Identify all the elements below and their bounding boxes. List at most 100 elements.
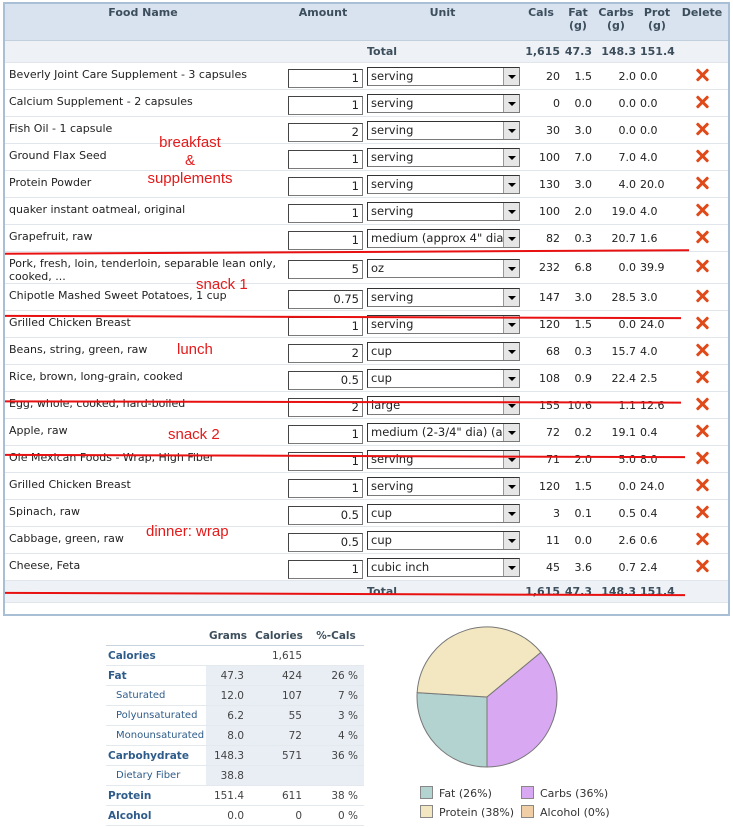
dropdown-arrow-icon [503,176,519,193]
unit-select[interactable]: serving [367,315,520,334]
delete-x-icon[interactable] [695,478,709,492]
amount-input[interactable]: 1 [288,424,363,444]
unit-select[interactable]: cup [367,342,520,361]
delete-x-icon[interactable] [695,316,709,330]
amount-input[interactable]: 1 [288,230,363,250]
delete-x-icon[interactable] [695,176,709,190]
delete-x-icon[interactable] [695,559,709,573]
amount-input[interactable]: 2 [288,343,363,363]
delete-x-icon[interactable] [695,451,709,465]
food-row: Grapefruit, raw 1 medium (approx 4" dia 82 0… [5,224,728,252]
unit-select[interactable]: large [367,396,520,415]
nutrient-calories: 424 [250,665,308,686]
unit-select[interactable]: serving [367,67,520,86]
row-fat: 2.0 [562,197,594,225]
unit-select[interactable]: medium (approx 4" dia [367,229,520,248]
amount-input[interactable]: 0.5 [288,505,363,525]
amount-input[interactable]: 2 [288,122,363,142]
annotation-supplements: supplements [147,170,233,187]
food-name-link[interactable]: Fish Oil - 1 capsule [5,116,281,144]
amount-input[interactable]: 5 [288,260,363,279]
delete-x-icon[interactable] [695,289,709,303]
unit-select[interactable]: medium (2-3/4" dia) (a [367,423,520,442]
row-fat: 3.6 [562,553,594,581]
row-fat: 1.5 [562,472,594,500]
unit-select[interactable]: serving [367,121,520,140]
delete-x-icon[interactable] [695,95,709,109]
unit-select[interactable]: cup [367,504,520,523]
food-name-link[interactable]: Grapefruit, raw [5,224,281,252]
amount-input[interactable]: 0.5 [288,532,363,552]
amount-input[interactable]: 1 [288,559,363,579]
delete-x-icon[interactable] [695,203,709,217]
unit-select[interactable]: serving [367,94,520,113]
row-cals: 147 [520,283,562,311]
delete-x-icon[interactable] [695,343,709,357]
amount-input[interactable]: 1 [288,203,363,223]
unit-select-value: serving [371,452,414,466]
delete-x-icon[interactable] [695,397,709,411]
amount-input[interactable]: 1 [288,176,363,196]
row-cals: 155 [520,391,562,419]
food-name-link[interactable]: Spinach, raw [5,499,281,527]
col-carbs: Carbs (g) [594,4,638,41]
food-name-link[interactable]: Apple, raw [5,418,281,446]
row-cals: 100 [520,143,562,171]
food-name-link[interactable]: Pork, fresh, loin, tenderloin, separable… [5,251,281,284]
delete-x-icon[interactable] [695,68,709,82]
food-name-link[interactable]: Cheese, Feta [5,553,281,581]
food-name-link[interactable]: Protein Powder [5,170,281,198]
amount-input[interactable]: 1 [288,149,363,169]
delete-x-icon[interactable] [695,259,709,273]
food-name-link[interactable]: Calcium Supplement - 2 capsules [5,89,281,117]
col-amount: Amount [281,4,365,41]
unit-select[interactable]: serving [367,288,520,307]
delete-x-icon[interactable] [695,230,709,244]
amount-input[interactable]: 1 [288,478,363,498]
delete-x-icon[interactable] [695,149,709,163]
dropdown-arrow-icon [503,397,519,414]
food-name-link[interactable]: Chipotle Mashed Sweet Potatoes, 1 cup [5,283,281,311]
food-name-link[interactable]: Ole Mexican Foods - Wrap, High Fiber [5,445,281,473]
row-prot: 24.0 [638,310,676,338]
amount-input[interactable]: 1 [288,95,363,115]
delete-x-icon[interactable] [695,505,709,519]
food-name-link[interactable]: Rice, brown, long-grain, cooked [5,364,281,392]
unit-select[interactable]: cubic inch [367,558,520,577]
food-name-link[interactable]: Cabbage, green, raw [5,526,281,554]
unit-select-value: serving [371,317,414,331]
nutrient-grams: 47.3 [206,665,250,686]
unit-select[interactable]: cup [367,369,520,388]
delete-x-icon[interactable] [695,532,709,546]
food-name-link[interactable]: Beverly Joint Care Supplement - 3 capsul… [5,62,281,90]
amount-input[interactable]: 1 [288,68,363,88]
nutrient-pct: 0 % [308,805,364,826]
unit-select[interactable]: serving [367,450,520,469]
unit-select-value: serving [371,177,414,191]
nutrient-grams: 12.0 [206,685,250,706]
food-name-link[interactable]: quaker instant oatmeal, original [5,197,281,225]
unit-select[interactable]: serving [367,477,520,496]
nutrient-calories: 72 [250,725,308,746]
delete-x-icon[interactable] [695,424,709,438]
food-name-link[interactable]: Egg, whole, cooked, hard-boiled [5,391,281,419]
food-name-link[interactable]: Ground Flax Seed [5,143,281,171]
food-row: Egg, whole, cooked, hard-boiled 2 large 155… [5,391,728,419]
total-carbs: 148.3 [594,40,638,63]
unit-select[interactable]: serving [367,202,520,221]
food-name-link[interactable]: Grilled Chicken Breast [5,472,281,500]
total-row-top: Total 1,615 47.3 148.3 151.4 [5,40,728,63]
nutrient-pct: 38 % [308,785,364,806]
delete-x-icon[interactable] [695,370,709,384]
unit-select[interactable]: serving [367,148,520,167]
unit-select[interactable]: serving [367,175,520,194]
amount-input[interactable]: 0.5 [288,370,363,390]
unit-select[interactable]: oz [367,258,520,278]
unit-select[interactable]: cup [367,531,520,550]
amount-input[interactable]: 0.75 [288,289,363,309]
row-cals: 45 [520,553,562,581]
amount-input[interactable]: 1 [288,316,363,336]
nutrient-pct [308,765,364,786]
food-name-link[interactable]: Beans, string, green, raw [5,337,281,365]
delete-x-icon[interactable] [695,122,709,136]
